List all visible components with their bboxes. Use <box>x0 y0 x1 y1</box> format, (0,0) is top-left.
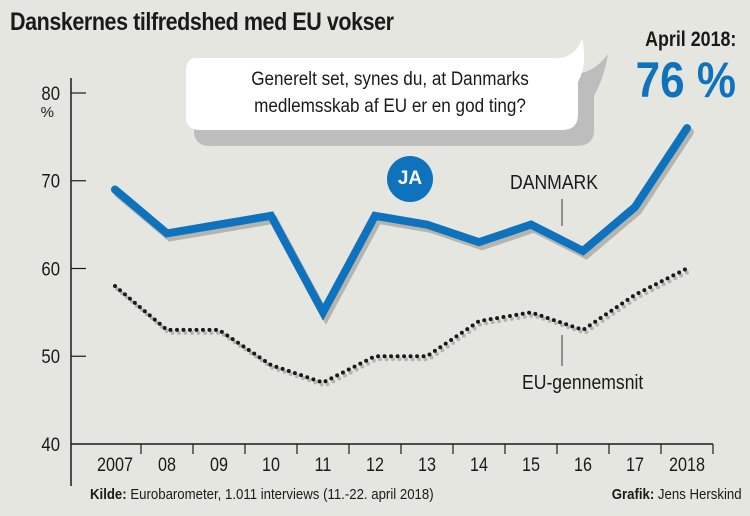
highlight-value: 76 % <box>635 52 736 108</box>
y-tick-label: 80 <box>41 83 60 104</box>
eu-line-shadow <box>115 269 691 388</box>
x-tick-label: 08 <box>158 454 176 476</box>
speech-bubble <box>186 38 608 146</box>
y-unit-label: % <box>41 104 54 121</box>
axes: 40 50 60 70 80% 2007 08 09 10 11 12 13 14 15 16 17 2018 <box>41 78 714 486</box>
credit-text: Jens Herskind <box>658 486 742 503</box>
x-tick-label: 15 <box>522 454 540 476</box>
x-tick-label: 2007 <box>97 454 133 476</box>
x-tick-label: 11 <box>315 454 332 476</box>
x-tick-label: 12 <box>366 454 384 476</box>
eu-line <box>113 266 689 385</box>
y-tick-label: 70 <box>41 171 60 192</box>
x-tick-label: 13 <box>418 454 436 476</box>
x-tick-label: 09 <box>210 454 228 476</box>
x-tick-label: 17 <box>626 454 644 476</box>
ja-badge: JA <box>387 156 433 202</box>
credit-label: Grafik: <box>612 486 655 503</box>
y-tick-label: 50 <box>41 346 60 367</box>
y-tick-label: 40 <box>41 434 60 455</box>
danmark-line <box>111 124 691 321</box>
series-label-eu: EU-gennemsnit <box>522 372 644 394</box>
series-layer <box>111 124 694 388</box>
source-label: Kilde: <box>90 486 127 503</box>
series-label-danmark: DANMARK <box>510 172 599 194</box>
x-tick-label: 14 <box>470 454 488 476</box>
x-tick-label: 2018 <box>669 454 705 476</box>
y-tick-label: 60 <box>41 259 60 280</box>
source-text: Eurobarometer, 1.011 interviews (11.-22.… <box>130 486 434 503</box>
credit-note: Grafik: Jens Herskind <box>612 486 742 503</box>
survey-question: Generelt set, synes du, at Danmarks medl… <box>251 69 529 117</box>
highlight-label: April 2018: <box>644 28 736 51</box>
x-tick-label: 16 <box>574 454 592 476</box>
chart-title: Danskernes tilfredshed med EU vokser <box>10 8 394 36</box>
x-tick-label: 10 <box>262 454 280 476</box>
source-note: Kilde: Eurobarometer, 1.011 interviews (… <box>90 486 434 503</box>
